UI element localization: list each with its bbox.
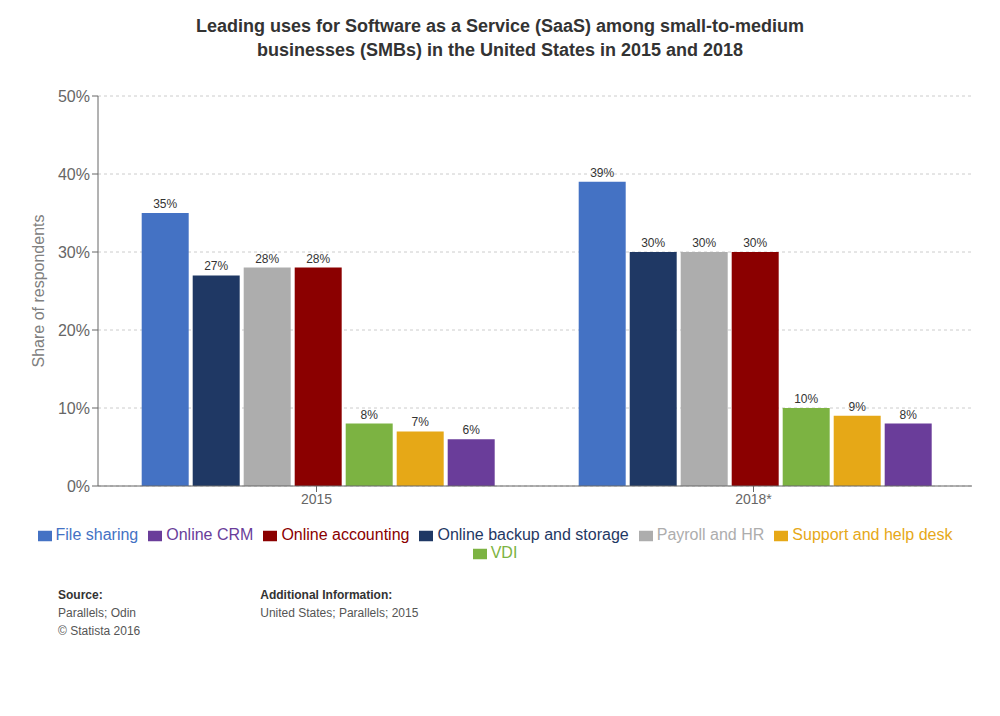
svg-text:7%: 7% bbox=[412, 415, 430, 429]
html-text:Online accounting: Online accounting bbox=[281, 526, 410, 543]
svg-text:8%: 8% bbox=[900, 408, 918, 422]
svg-text:27%: 27% bbox=[204, 259, 228, 273]
svg-text:9%: 9% bbox=[849, 400, 867, 414]
svg-text:0%: 0% bbox=[67, 478, 90, 495]
svg-text:2018*: 2018* bbox=[735, 491, 772, 507]
svg-text:30%: 30% bbox=[58, 244, 90, 261]
html-text:United States; Parallels; 2015: United States; Parallels; 2015 bbox=[260, 606, 419, 620]
html-text:© Statista 2016: © Statista 2016 bbox=[58, 624, 141, 638]
svg-text:40%: 40% bbox=[58, 166, 90, 183]
svg-text:39%: 39% bbox=[590, 166, 614, 180]
html-text:Payroll and HR: Payroll and HR bbox=[656, 526, 765, 543]
html-text:Source:: Source: bbox=[58, 588, 103, 602]
svg-text:28%: 28% bbox=[255, 252, 279, 266]
svg-text:Share of respondents: Share of respondents bbox=[30, 215, 47, 368]
svg-text:30%: 30% bbox=[743, 236, 767, 250]
svg-text:2015: 2015 bbox=[301, 491, 332, 507]
html-text:Additional Information:: Additional Information: bbox=[260, 588, 393, 602]
svg-text:6%: 6% bbox=[463, 423, 481, 437]
svg-text:30%: 30% bbox=[692, 236, 716, 250]
svg-text:8%: 8% bbox=[361, 408, 379, 422]
html-text:Online backup and storage: Online backup and storage bbox=[437, 526, 629, 543]
html-text:Parallels; Odin: Parallels; Odin bbox=[58, 606, 136, 620]
svg-text:20%: 20% bbox=[58, 322, 90, 339]
svg-text:50%: 50% bbox=[58, 88, 90, 105]
html-text:Online CRM: Online CRM bbox=[166, 526, 254, 543]
html-text:Support and help desk: Support and help desk bbox=[792, 526, 953, 543]
html-text:businesses (SMBs) in the Unite: businesses (SMBs) in the United States i… bbox=[256, 40, 744, 60]
html-text:VDI: VDI bbox=[490, 544, 518, 561]
svg-text:10%: 10% bbox=[58, 400, 90, 417]
html-text:Leading uses for Software as a: Leading uses for Software as a Service (… bbox=[195, 16, 805, 36]
svg-text:35%: 35% bbox=[153, 197, 177, 211]
svg-text:10%: 10% bbox=[794, 392, 818, 406]
html-text:File sharing: File sharing bbox=[55, 526, 139, 543]
svg-text:28%: 28% bbox=[306, 252, 330, 266]
svg-text:30%: 30% bbox=[641, 236, 665, 250]
